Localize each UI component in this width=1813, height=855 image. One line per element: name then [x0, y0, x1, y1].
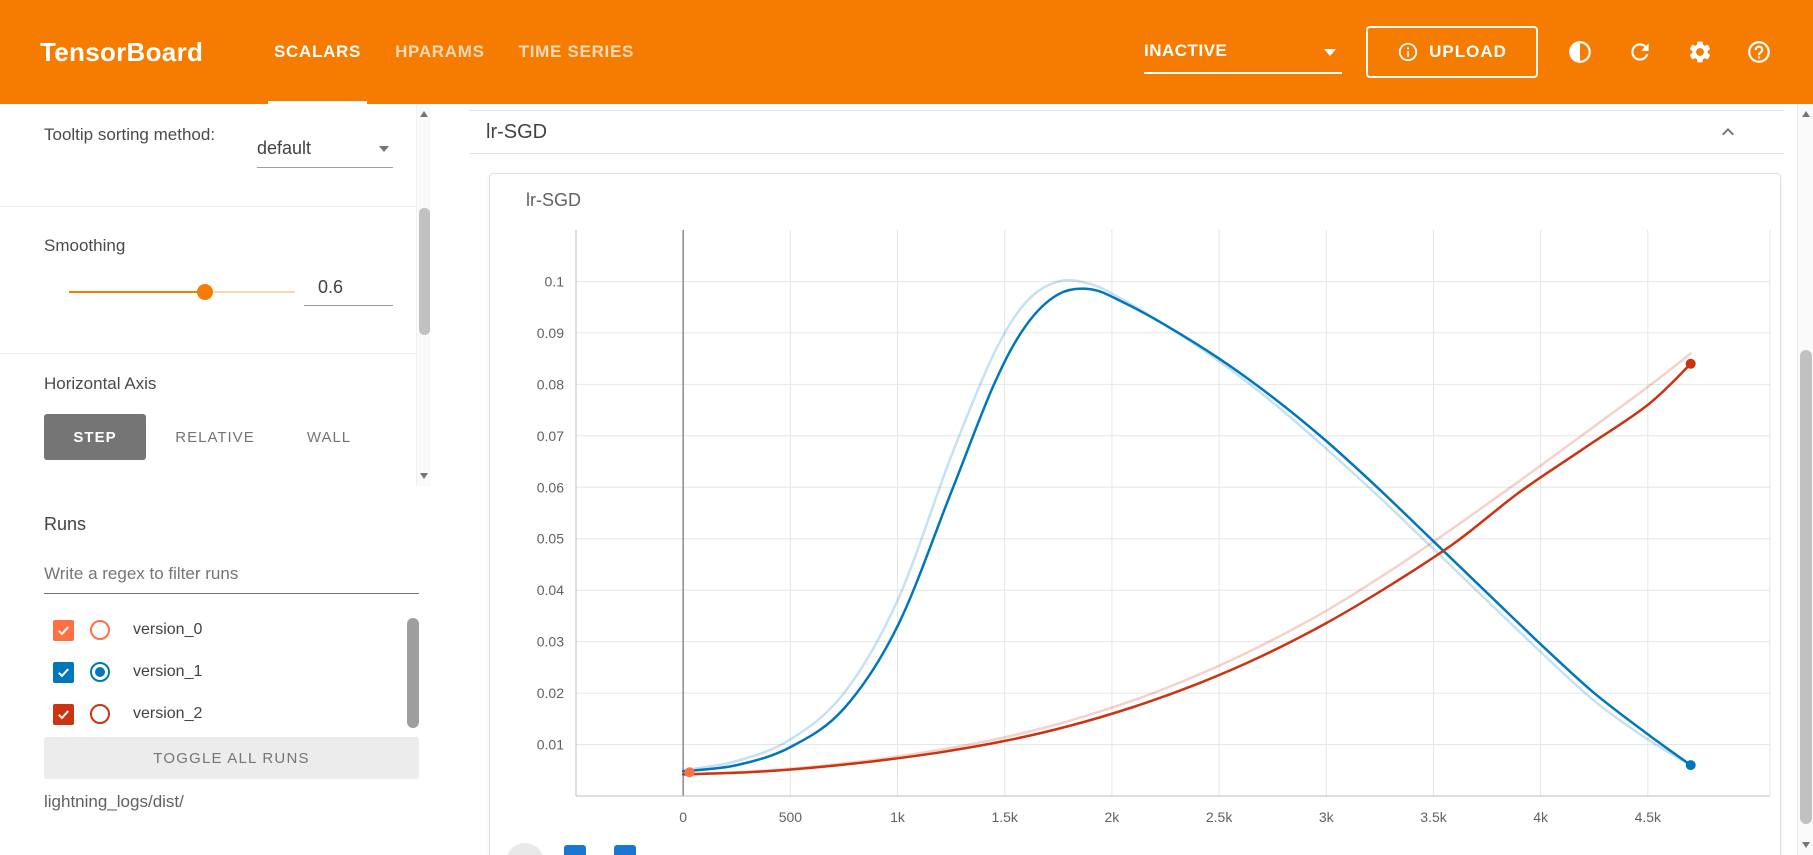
contrast-icon[interactable]: [1567, 39, 1593, 65]
divider: [0, 206, 416, 207]
scrollbar-thumb[interactable]: [419, 208, 430, 335]
series-version_2-smoothed: [681, 362, 1692, 776]
series-version_1-smoothed: [681, 287, 1692, 773]
axis-step-button[interactable]: STEP: [44, 414, 146, 460]
run-list: version_0 version_1 version_2: [0, 609, 407, 735]
marker-version_1-endpoint: [1685, 760, 1696, 771]
y-tick-label: 0.02: [537, 685, 564, 701]
scroll-up-arrow-icon[interactable]: [1801, 111, 1810, 117]
upload-button[interactable]: UPLOAD: [1366, 26, 1538, 78]
x-tick-label: 1.5k: [991, 809, 1018, 825]
settings-scrollbar[interactable]: [416, 104, 431, 486]
check-icon: [58, 625, 69, 635]
run-radio[interactable]: [90, 620, 110, 640]
horizontal-axis-label: Horizontal Axis: [44, 374, 157, 393]
run-row-version-2[interactable]: version_2: [0, 693, 407, 735]
smoothing-slider-thumb[interactable]: [196, 284, 213, 300]
scroll-up-arrow-icon[interactable]: [420, 111, 428, 117]
run-radio[interactable]: [90, 704, 110, 724]
toggle-all-runs-button[interactable]: TOGGLE ALL RUNS: [44, 737, 419, 779]
scrollbar-thumb[interactable]: [1800, 350, 1812, 824]
settings-sidebar: Tooltip sorting method: default Smoothin…: [0, 104, 440, 855]
x-tick-label: 0: [679, 809, 687, 825]
x-tick-label: 3k: [1319, 809, 1335, 825]
run-checkbox[interactable]: [53, 703, 74, 725]
tooltip-sorting-select[interactable]: default: [257, 128, 393, 168]
status-dropdown-value: INACTIVE: [1144, 41, 1228, 60]
y-tick-label: 0.06: [537, 479, 564, 495]
x-tick-label: 2.5k: [1206, 809, 1233, 825]
upload-button-label: UPLOAD: [1429, 42, 1507, 61]
y-tick-label: 0.05: [537, 531, 564, 547]
run-label: version_1: [133, 663, 203, 680]
runs-filter-input[interactable]: [44, 554, 419, 594]
window-scrollbar[interactable]: [1797, 104, 1813, 855]
horizontal-axis-buttons: STEP RELATIVE WALL: [0, 414, 416, 460]
run-label: version_0: [133, 621, 203, 638]
tab-hparams[interactable]: HPARAMS: [395, 42, 485, 61]
series-version_2-raw: [681, 352, 1692, 776]
run-radio[interactable]: [90, 662, 110, 682]
run-label: version_2: [133, 705, 203, 722]
scroll-down-arrow-icon[interactable]: [1801, 842, 1810, 848]
help-icon[interactable]: [1746, 39, 1772, 65]
tab-scalars[interactable]: SCALARS: [267, 0, 368, 104]
chevron-up-icon[interactable]: [1716, 120, 1740, 144]
run-row-version-1[interactable]: version_1: [0, 651, 407, 693]
run-radio-dot: [95, 667, 105, 677]
chart-footer-icon-2[interactable]: [614, 845, 636, 855]
runs-scrollbar-thumb[interactable]: [407, 618, 419, 728]
scroll-down-arrow-icon[interactable]: [420, 473, 428, 479]
marker-version_2-endpoint: [1685, 358, 1696, 369]
tooltip-sorting-label: Tooltip sorting method:: [44, 125, 216, 144]
chart-footer-icon-1[interactable]: [564, 845, 586, 855]
y-tick-label: 0.1: [545, 274, 565, 290]
refresh-icon[interactable]: [1627, 39, 1653, 65]
check-icon: [58, 667, 69, 677]
marker-version_0-endpoint: [684, 767, 695, 778]
y-tick-label: 0.09: [537, 325, 564, 341]
y-tick-label: 0.07: [537, 428, 564, 444]
tab-time-series[interactable]: TIME SERIES: [518, 42, 635, 61]
runs-heading: Runs: [44, 514, 87, 534]
status-dropdown[interactable]: INACTIVE: [1144, 32, 1342, 74]
section-title: lr-SGD: [486, 121, 548, 143]
divider: [0, 353, 416, 354]
app-title: TensorBoard: [40, 37, 204, 67]
smoothing-slider[interactable]: [69, 283, 295, 301]
chevron-down-icon: [379, 146, 389, 152]
scalar-section-header: lr-SGD: [470, 110, 1784, 154]
run-checkbox[interactable]: [53, 619, 74, 641]
tooltip-sorting-value: default: [257, 138, 312, 158]
y-tick-label: 0.04: [537, 582, 564, 598]
axis-relative-button[interactable]: RELATIVE: [168, 414, 262, 460]
x-tick-label: 2k: [1105, 809, 1121, 825]
logdir-path: lightning_logs/dist/: [44, 792, 184, 811]
settings-gear-icon[interactable]: [1687, 39, 1713, 65]
run-row-version-0[interactable]: version_0: [0, 609, 407, 651]
smoothing-value-input[interactable]: [304, 270, 393, 306]
x-tick-label: 4k: [1533, 809, 1549, 825]
chart-footer-button[interactable]: [506, 843, 544, 855]
check-icon: [58, 709, 69, 719]
main-tabs: SCALARS HPARAMS TIME SERIES: [267, 0, 635, 104]
app-header: TensorBoard SCALARS HPARAMS TIME SERIES …: [0, 0, 1813, 104]
axis-wall-button[interactable]: WALL: [296, 414, 362, 460]
y-tick-label: 0.03: [537, 634, 564, 650]
info-icon: [1398, 42, 1418, 62]
x-tick-label: 1k: [890, 809, 906, 825]
smoothing-slider-fill: [69, 291, 205, 293]
chart-title: lr-SGD: [526, 190, 581, 210]
x-tick-label: 3.5k: [1420, 809, 1447, 825]
chevron-down-icon: [1324, 49, 1336, 56]
x-tick-label: 4.5k: [1635, 809, 1662, 825]
run-checkbox[interactable]: [53, 661, 74, 683]
lr-sgd-chart[interactable]: 0.01 0.02 0.03 0.04 0.05 0.06 0.07 0.08 0.09 0.1 0…: [490, 214, 1780, 855]
scalar-chart-card: lr-SGD 0.01 0.02 0.03 0.04 0.05 0.06 0.07 0.08 0…: [489, 173, 1781, 855]
y-tick-label: 0.08: [537, 376, 564, 392]
series-version_1-raw: [681, 278, 1692, 772]
smoothing-label: Smoothing: [44, 236, 126, 255]
y-tick-label: 0.01: [537, 737, 564, 753]
x-tick-label: 500: [779, 809, 803, 825]
